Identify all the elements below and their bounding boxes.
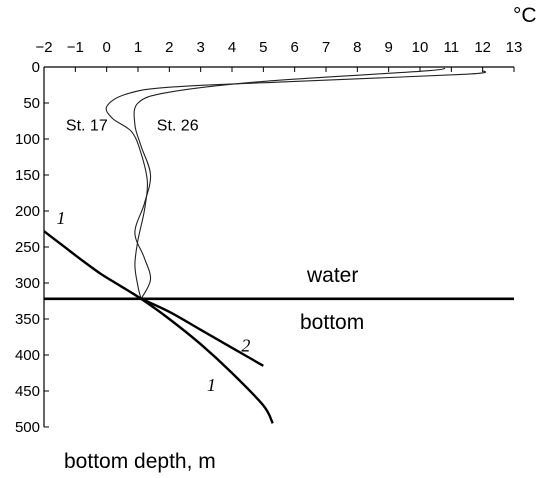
y-tick-label: 250	[15, 239, 40, 256]
bottom-label: bottom	[300, 311, 364, 334]
x-tick-label: 12	[474, 39, 491, 56]
water-label: water	[306, 264, 358, 287]
x-tick-label: −2	[35, 39, 52, 56]
x-tick-label: 9	[384, 39, 392, 56]
station-label: St. 17	[66, 117, 108, 134]
curve-number-label: 1	[207, 375, 216, 395]
gradient-line-1	[43, 230, 274, 424]
annotation-layer: St. 17 St. 26 1 2 1	[57, 117, 251, 395]
y-tick-label: 50	[23, 95, 40, 112]
x-axis-unit-label: °C	[513, 4, 537, 27]
x-tick-label: 1	[134, 39, 142, 56]
profile-line-st-26	[133, 67, 446, 300]
x-tick-label: 11	[444, 39, 460, 56]
curve-number-label: 2	[241, 335, 250, 355]
y-tick-label: 450	[15, 383, 40, 400]
y-axis-ticks: 0 50 100 150 200 250 300 350 400 450 500	[15, 59, 49, 436]
x-axis-ticks: −2 −1 0 1 2 3 4 5 6 7 8 9 10 11 12 13	[35, 39, 522, 72]
y-tick-label: 400	[15, 347, 40, 364]
x-tick-label: 3	[196, 39, 204, 56]
y-axis-title: bottom depth, m	[64, 450, 216, 473]
y-tick-label: 100	[15, 131, 40, 148]
x-tick-label: 6	[290, 39, 298, 56]
curve-number-label: 1	[57, 208, 66, 228]
y-tick-label: 200	[15, 203, 40, 220]
x-tick-label: 10	[412, 39, 429, 56]
y-tick-label: 300	[15, 275, 40, 292]
station-label: St. 26	[157, 117, 199, 134]
profile-line-st-17	[105, 70, 487, 299]
x-tick-label: 13	[506, 39, 523, 56]
x-tick-label: −1	[67, 39, 84, 56]
x-tick-label: 5	[259, 39, 267, 56]
y-tick-label: 500	[15, 419, 40, 436]
x-tick-label: 4	[228, 39, 236, 56]
x-tick-label: 7	[322, 39, 330, 56]
y-tick-label: 150	[15, 167, 40, 184]
x-tick-label: 2	[165, 39, 173, 56]
gradient-line-2	[140, 297, 264, 367]
series-layer	[43, 67, 487, 424]
y-tick-label: 350	[15, 311, 40, 328]
y-tick-label: 0	[32, 59, 40, 76]
x-tick-label: 0	[102, 39, 110, 56]
x-tick-label: 8	[353, 39, 361, 56]
